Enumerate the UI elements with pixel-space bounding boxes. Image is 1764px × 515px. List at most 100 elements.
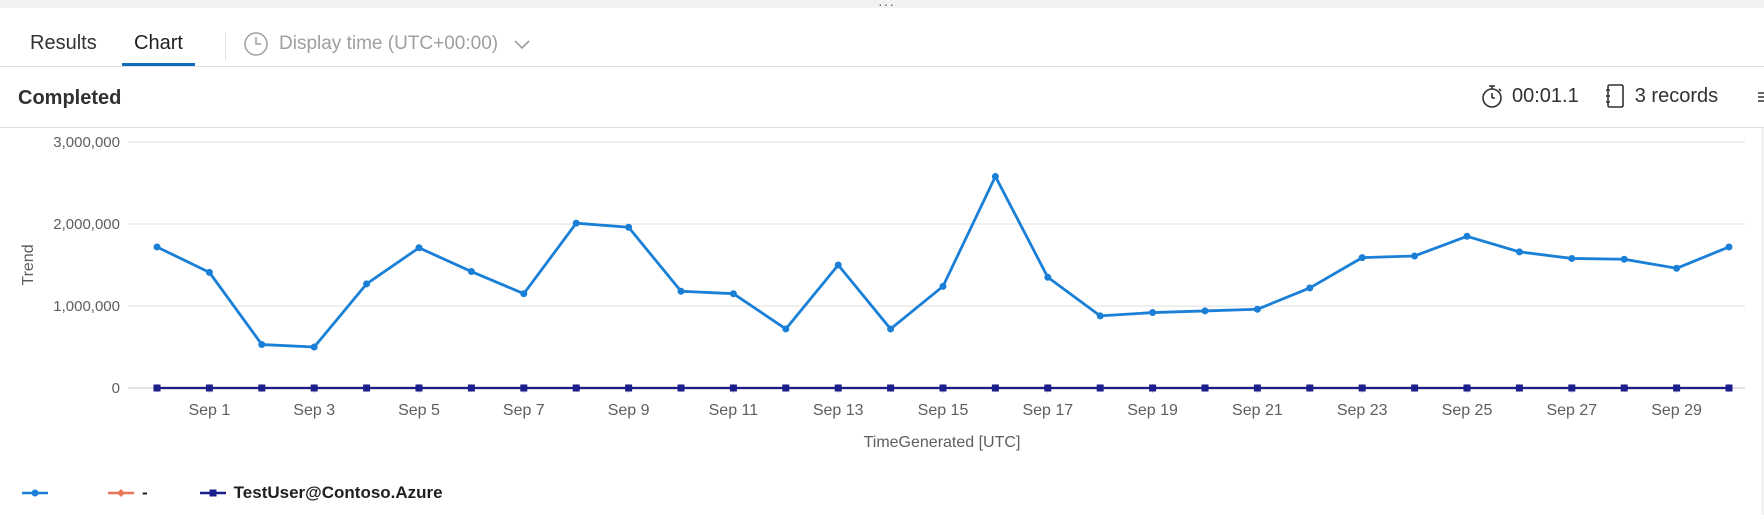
data-point bbox=[1096, 312, 1104, 320]
x-axis-label: TimeGenerated [UTC] bbox=[864, 434, 1021, 451]
data-point bbox=[258, 341, 266, 349]
data-point bbox=[991, 384, 999, 392]
data-point bbox=[1411, 252, 1419, 260]
data-point bbox=[363, 384, 371, 392]
data-point bbox=[1149, 384, 1157, 392]
data-point bbox=[1149, 309, 1157, 317]
data-point bbox=[310, 343, 318, 351]
result-tabs: Results Chart Display time (UTC+00:00) bbox=[0, 24, 1764, 67]
columns-menu-icon[interactable] bbox=[1756, 87, 1764, 107]
legend-swatch-icon bbox=[108, 489, 134, 497]
x-tick-label: Sep 9 bbox=[608, 402, 650, 419]
data-point bbox=[1463, 384, 1471, 392]
x-tick-label: Sep 1 bbox=[188, 402, 230, 419]
active-tab-indicator bbox=[122, 63, 195, 66]
vertical-scrollbar[interactable] bbox=[1761, 128, 1764, 515]
data-point bbox=[1673, 384, 1681, 392]
x-tick-label: Sep 7 bbox=[503, 402, 545, 419]
data-point bbox=[205, 384, 213, 392]
data-point bbox=[1620, 255, 1628, 263]
data-point bbox=[887, 325, 895, 333]
data-point bbox=[834, 384, 842, 392]
chevron-down-icon bbox=[514, 40, 530, 50]
query-duration: 00:01.1 bbox=[1512, 84, 1579, 107]
data-point bbox=[1515, 384, 1523, 392]
splitter-bar[interactable]: ··· bbox=[0, 0, 1764, 12]
tab-results[interactable]: Results bbox=[30, 32, 97, 66]
data-point bbox=[1096, 384, 1104, 392]
data-point bbox=[1201, 384, 1209, 392]
data-point bbox=[205, 268, 213, 276]
data-point bbox=[572, 384, 580, 392]
x-tick-label: Sep 27 bbox=[1546, 402, 1597, 419]
data-point bbox=[467, 384, 475, 392]
data-point bbox=[363, 280, 371, 288]
legend-swatch-icon bbox=[199, 489, 226, 497]
x-tick-label: Sep 3 bbox=[293, 402, 335, 419]
display-time-dropdown[interactable]: Display time (UTC+00:00) bbox=[243, 29, 532, 59]
display-time-label: Display time (UTC+00:00) bbox=[279, 33, 499, 54]
query-status: Completed bbox=[18, 87, 122, 109]
data-point bbox=[782, 384, 790, 392]
tab-divider bbox=[225, 32, 226, 60]
legend-item[interactable]: - bbox=[108, 483, 148, 503]
data-point bbox=[1673, 264, 1681, 272]
data-point bbox=[1725, 384, 1733, 392]
data-point bbox=[415, 244, 423, 252]
data-point bbox=[939, 282, 947, 290]
y-axis-label: Trend bbox=[20, 244, 37, 285]
data-point bbox=[677, 287, 685, 295]
clock-icon bbox=[244, 32, 268, 56]
data-point bbox=[1463, 232, 1471, 240]
data-point bbox=[258, 384, 266, 392]
data-point bbox=[1253, 305, 1261, 313]
data-point bbox=[520, 384, 528, 392]
series-line bbox=[156, 175, 1730, 349]
x-tick-label: Sep 19 bbox=[1127, 402, 1178, 419]
legend-item[interactable]: TestUser@Contoso.Azure bbox=[199, 483, 443, 503]
tab-results-label: Results bbox=[30, 32, 97, 54]
data-point bbox=[834, 261, 842, 269]
data-point bbox=[415, 384, 423, 392]
splitter-grip-icon[interactable]: ··· bbox=[878, 0, 895, 12]
y-tick-label: 3,000,000 bbox=[53, 134, 120, 151]
legend-item[interactable] bbox=[22, 487, 56, 499]
tab-chart[interactable]: Chart bbox=[122, 32, 195, 66]
y-tick-label: 2,000,000 bbox=[53, 216, 120, 233]
data-point bbox=[1358, 254, 1366, 262]
x-tick-label: Sep 5 bbox=[398, 402, 440, 419]
data-point bbox=[153, 384, 161, 392]
data-point bbox=[467, 268, 475, 276]
y-tick-label: 1,000,000 bbox=[53, 298, 120, 315]
data-point bbox=[625, 223, 633, 231]
data-point bbox=[310, 384, 318, 392]
x-tick-label: Sep 21 bbox=[1232, 402, 1283, 419]
tab-chart-label: Chart bbox=[134, 32, 183, 54]
x-tick-label: Sep 13 bbox=[813, 402, 864, 419]
records-notebook-icon bbox=[1605, 84, 1624, 108]
legend-swatch-icon bbox=[22, 489, 48, 497]
data-point bbox=[991, 172, 999, 180]
data-point bbox=[1306, 284, 1314, 292]
x-tick-label: Sep 17 bbox=[1022, 402, 1073, 419]
data-point bbox=[1306, 384, 1314, 392]
data-point bbox=[1358, 384, 1366, 392]
data-point bbox=[1253, 384, 1261, 392]
data-point bbox=[625, 384, 633, 392]
data-point bbox=[572, 219, 580, 227]
data-point bbox=[782, 325, 790, 333]
data-point bbox=[1725, 243, 1733, 251]
data-point bbox=[1201, 307, 1209, 315]
data-point bbox=[1411, 384, 1419, 392]
legend-label: - bbox=[142, 483, 148, 502]
query-stats: 00:01.1 3 records bbox=[1480, 83, 1718, 109]
x-tick-label: Sep 29 bbox=[1651, 402, 1702, 419]
y-tick-label: 0 bbox=[112, 380, 120, 397]
data-point bbox=[887, 384, 895, 392]
records-count: 3 records bbox=[1634, 84, 1719, 107]
x-tick-label: Sep 15 bbox=[918, 402, 969, 419]
data-point bbox=[677, 384, 685, 392]
stopwatch-icon bbox=[1482, 85, 1502, 108]
chart-legend: - TestUser@Contoso.Azure bbox=[22, 482, 495, 504]
data-point bbox=[1568, 254, 1576, 262]
